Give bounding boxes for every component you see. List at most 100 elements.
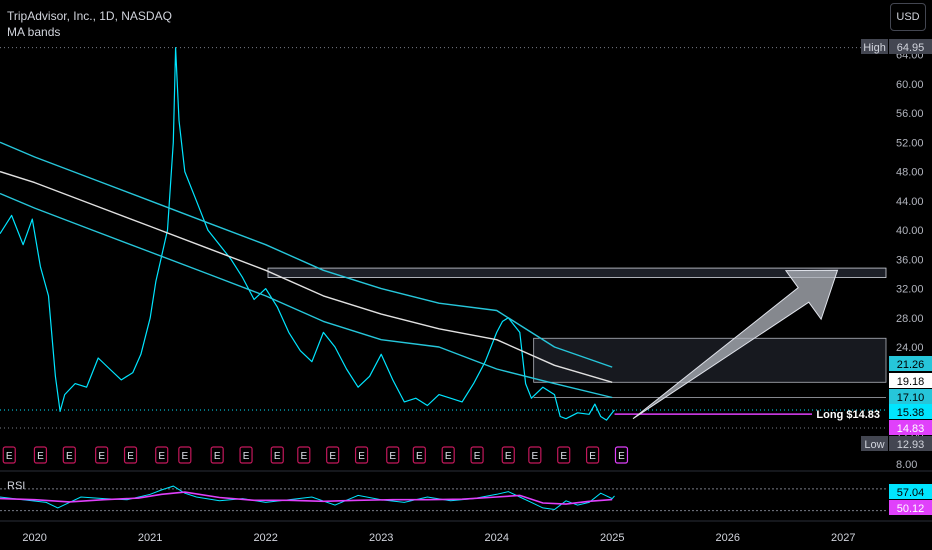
earnings-marker-box <box>557 446 571 464</box>
earnings-marker: E <box>528 446 542 464</box>
rsi-value-tag-value: 57.04 <box>897 487 925 499</box>
x-tick-label: 2020 <box>22 532 46 544</box>
earnings-marker: E <box>441 446 455 464</box>
x-tick-label: 2023 <box>369 532 393 544</box>
symbol-title: TripAdvisor, Inc., 1D, NASDAQ <box>7 9 172 23</box>
middle-band-series <box>0 170 613 383</box>
upper-band-tag-box <box>889 356 932 371</box>
last-price-tag-box <box>889 404 932 419</box>
earnings-marker-box <box>33 446 48 464</box>
earnings-marker-letter: E <box>127 451 134 462</box>
resistance-zone <box>267 267 887 278</box>
earnings-marker-letter: E <box>474 451 481 462</box>
earnings-marker-box <box>123 446 138 464</box>
lower-band-tag: 17.10 <box>889 389 932 404</box>
y-tick-label: 8.00 <box>896 459 917 471</box>
earnings-marker-letter: E <box>66 451 73 462</box>
y-tick-label: 44.00 <box>896 196 924 208</box>
earnings-marker-letter: E <box>560 451 567 462</box>
earnings-marker-box <box>585 446 600 464</box>
rsi-signal-series <box>0 491 613 505</box>
high-tag-label: High <box>863 42 886 54</box>
low-tag-label-box <box>861 436 888 451</box>
earnings-marker-box <box>178 446 192 464</box>
x-tick-label: 2026 <box>716 532 740 544</box>
y-tick-label: 52.00 <box>896 137 924 149</box>
earnings-marker-letter: E <box>37 451 44 462</box>
earnings-marker-box <box>270 446 284 464</box>
earnings-marker-letter: E <box>416 451 423 462</box>
low-tag: Low 12.93 <box>861 436 932 451</box>
earnings-marker-letter: E <box>329 451 336 462</box>
earnings-marker: E <box>412 446 426 464</box>
y-tick-label: 28.00 <box>896 313 924 325</box>
earnings-marker: E <box>95 446 109 464</box>
x-tick-label: 2024 <box>484 532 508 544</box>
currency-button[interactable]: USD <box>890 3 926 31</box>
earnings-marker: E <box>501 446 515 464</box>
high-tag-value: 64.95 <box>897 42 925 54</box>
low-tag-box <box>889 436 932 451</box>
earnings-marker-box <box>62 446 76 464</box>
upper-band-tag: 21.26 <box>889 356 932 371</box>
earnings-marker-letter: E <box>98 451 105 462</box>
earnings-marker-box <box>326 446 340 464</box>
rsi-value-tag: 57.04 <box>889 484 932 499</box>
earnings-marker-letter: E <box>389 451 396 462</box>
earnings-marker-box <box>528 446 542 464</box>
high-tag: High 64.95 <box>861 39 932 54</box>
earnings-marker: E <box>2 446 16 464</box>
y-tick-label: 48.00 <box>896 167 924 179</box>
y-tick-label: 60.00 <box>896 79 924 91</box>
x-tick-label: 2021 <box>138 532 162 544</box>
earnings-marker-box <box>386 446 400 464</box>
earnings-marker-box <box>95 446 109 464</box>
earnings-marker-letter: E <box>243 451 250 462</box>
earnings-marker-letter: E <box>589 451 596 462</box>
long-tag-value: 14.83 <box>897 423 925 435</box>
earnings-marker: E <box>470 446 484 464</box>
y-tick-label: 56.00 <box>896 108 924 120</box>
middle-band-tag-value: 19.18 <box>897 376 925 388</box>
earnings-marker: E <box>155 446 169 464</box>
earnings-marker: E <box>33 446 48 464</box>
x-tick-label: 2022 <box>253 532 277 544</box>
long-tag-box <box>889 420 932 435</box>
earnings-marker: E <box>239 446 253 464</box>
long-position-label: Long $14.83 <box>816 409 880 421</box>
upper-band-series <box>0 141 613 368</box>
lower-band-tag-box <box>889 389 932 404</box>
high-tag-box <box>889 39 932 54</box>
earnings-marker: E <box>210 446 224 464</box>
earnings-marker-letter: E <box>445 451 452 462</box>
earnings-marker-letter: E <box>214 451 221 462</box>
lower-band-tag-value: 17.10 <box>897 392 925 404</box>
lower-band-series <box>0 192 613 399</box>
projection-arrow-shape <box>632 269 839 420</box>
middle-band-tag-box <box>889 373 932 388</box>
y-tick-label: 40.00 <box>896 225 924 237</box>
rsi-signal-tag-value: 50.12 <box>897 503 925 515</box>
earnings-marker-letter: E <box>618 451 625 462</box>
earnings-marker: E <box>326 446 340 464</box>
earnings-marker-box <box>210 446 224 464</box>
y-tick-label: 36.00 <box>896 254 924 266</box>
earnings-marker-letter: E <box>300 451 307 462</box>
earnings-marker-box <box>470 446 484 464</box>
low-tag-value: 12.93 <box>897 439 925 451</box>
earnings-marker: E <box>585 446 600 464</box>
earnings-marker: E <box>354 446 369 464</box>
high-tag-label-box <box>861 39 888 54</box>
earnings-marker-box <box>2 446 16 464</box>
earnings-marker-box <box>155 446 169 464</box>
earnings-marker-box <box>614 446 629 464</box>
earnings-marker: E <box>270 446 284 464</box>
earnings-marker: E <box>123 446 138 464</box>
last-price-tag: 15.38 <box>889 404 932 419</box>
rsi-label: RSI <box>7 480 26 492</box>
earnings-marker-box <box>412 446 426 464</box>
y-tick-label: 24.00 <box>896 342 924 354</box>
middle-band-tag: 19.18 <box>889 373 932 388</box>
earnings-marker: E <box>62 446 76 464</box>
